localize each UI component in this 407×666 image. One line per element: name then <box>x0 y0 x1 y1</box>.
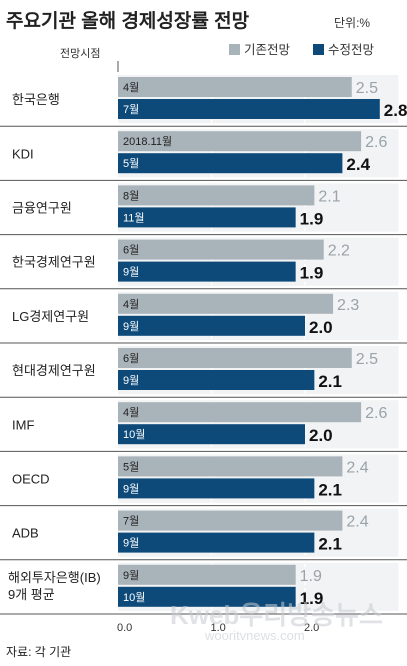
category-label: 한국은행 <box>12 92 60 107</box>
value-label-previous: 2.2 <box>328 243 350 260</box>
bar-time-label-previous: 4월 <box>123 406 139 419</box>
bar-previous <box>118 564 296 585</box>
value-label-previous: 2.6 <box>365 134 387 151</box>
category-label: ADB <box>12 526 39 541</box>
value-label-previous: 2.4 <box>346 459 368 476</box>
category-label: 현대경제연구원 <box>12 363 96 378</box>
legend-swatch-previous <box>229 44 240 55</box>
bar-time-label-revised: 10월 <box>123 428 145 441</box>
bar-revised <box>118 153 343 174</box>
bar-previous <box>118 348 352 368</box>
bar-previous <box>118 456 343 477</box>
bar-revised <box>118 370 315 390</box>
bar-time-label-revised: 11월 <box>123 211 145 224</box>
bar-time-label-previous: 2018.11월 <box>123 135 172 148</box>
bar-time-label-previous: 5월 <box>123 460 139 473</box>
bar-previous <box>118 293 334 314</box>
bar-time-label-previous: 6월 <box>123 244 139 257</box>
category-label: IMF <box>12 417 34 432</box>
bar-previous <box>118 77 352 97</box>
category-label: OECD <box>12 472 50 487</box>
category-label: 금융연구원 <box>12 201 72 216</box>
bar-previous <box>118 185 315 206</box>
bar-time-label-revised: 9월 <box>123 482 139 495</box>
watermark: Kweb우리방송뉴스 <box>170 600 383 630</box>
value-label-revised: 2.0 <box>309 426 333 445</box>
bar-time-label-previous: 7월 <box>123 515 139 528</box>
x-tick-label: 1.0 <box>211 622 226 634</box>
value-label-previous: 2.1 <box>318 188 340 205</box>
legend-label-revised: 수정전망 <box>328 43 375 57</box>
bar-time-label-revised: 5월 <box>123 157 139 170</box>
value-label-previous: 2.5 <box>356 80 378 97</box>
bar-time-label-previous: 4월 <box>123 298 139 311</box>
bar-time-label-revised: 9월 <box>123 537 139 550</box>
watermark-url: wooritvnews.com <box>204 628 305 643</box>
value-label-previous: 2.6 <box>365 405 387 422</box>
bar-previous <box>118 131 362 152</box>
bar-previous <box>118 239 324 260</box>
legend-label-previous: 기존전망 <box>244 43 291 57</box>
unit-label: 단위:% <box>334 16 370 30</box>
category-label: 한국경제연구원 <box>12 255 96 270</box>
value-label-revised: 1.9 <box>300 589 324 608</box>
bar-time-label-revised: 7월 <box>123 103 139 116</box>
chart-title: 주요기관 올해 경제성장률 전망 <box>6 10 250 32</box>
bar-previous <box>118 402 362 423</box>
value-label-previous: 2.4 <box>346 514 368 531</box>
time-header: 전망시점 <box>60 47 100 60</box>
value-label-previous: 2.3 <box>337 297 359 314</box>
bar-time-label-revised: 9월 <box>123 266 139 279</box>
bar-time-label-revised: 9월 <box>123 320 139 333</box>
bar-revised <box>118 424 305 445</box>
bar-revised <box>118 99 380 119</box>
bar-time-label-previous: 6월 <box>123 352 139 365</box>
bar-time-label-previous: 4월 <box>123 81 139 94</box>
value-label-revised: 1.9 <box>300 209 324 228</box>
bar-time-label-previous: 9월 <box>123 569 139 582</box>
bar-revised <box>118 586 296 607</box>
bar-time-label-revised: 9월 <box>123 374 139 387</box>
legend-swatch-revised <box>313 44 324 55</box>
bar-revised <box>118 532 315 553</box>
value-label-previous: 2.5 <box>356 351 378 368</box>
category-label: KDI <box>12 146 34 161</box>
bar-time-label-previous: 8월 <box>123 189 139 202</box>
value-label-revised: 2.0 <box>309 318 333 337</box>
bar-revised <box>118 315 305 336</box>
category-label: 9개 평균 <box>8 587 55 602</box>
value-label-revised: 2.8 <box>384 101 407 120</box>
value-label-revised: 1.9 <box>300 264 324 283</box>
bar-time-label-revised: 10월 <box>123 591 145 604</box>
bar-revised <box>118 261 296 282</box>
source-note: 자료: 각 기관 <box>6 645 71 659</box>
value-label-previous: 1.9 <box>300 568 322 585</box>
value-label-revised: 2.4 <box>346 155 370 174</box>
bar-revised <box>118 207 296 228</box>
bar-previous <box>118 510 343 531</box>
x-tick-label: 0.0 <box>117 622 132 634</box>
category-label: 해외투자은행(IB) <box>8 570 101 585</box>
value-label-revised: 2.1 <box>318 535 342 554</box>
category-label: LG경제연구원 <box>12 309 89 324</box>
x-tick-label: 2.0 <box>304 622 319 634</box>
value-label-revised: 2.1 <box>318 372 342 391</box>
value-label-revised: 2.1 <box>318 480 342 499</box>
bar-revised <box>118 478 315 499</box>
